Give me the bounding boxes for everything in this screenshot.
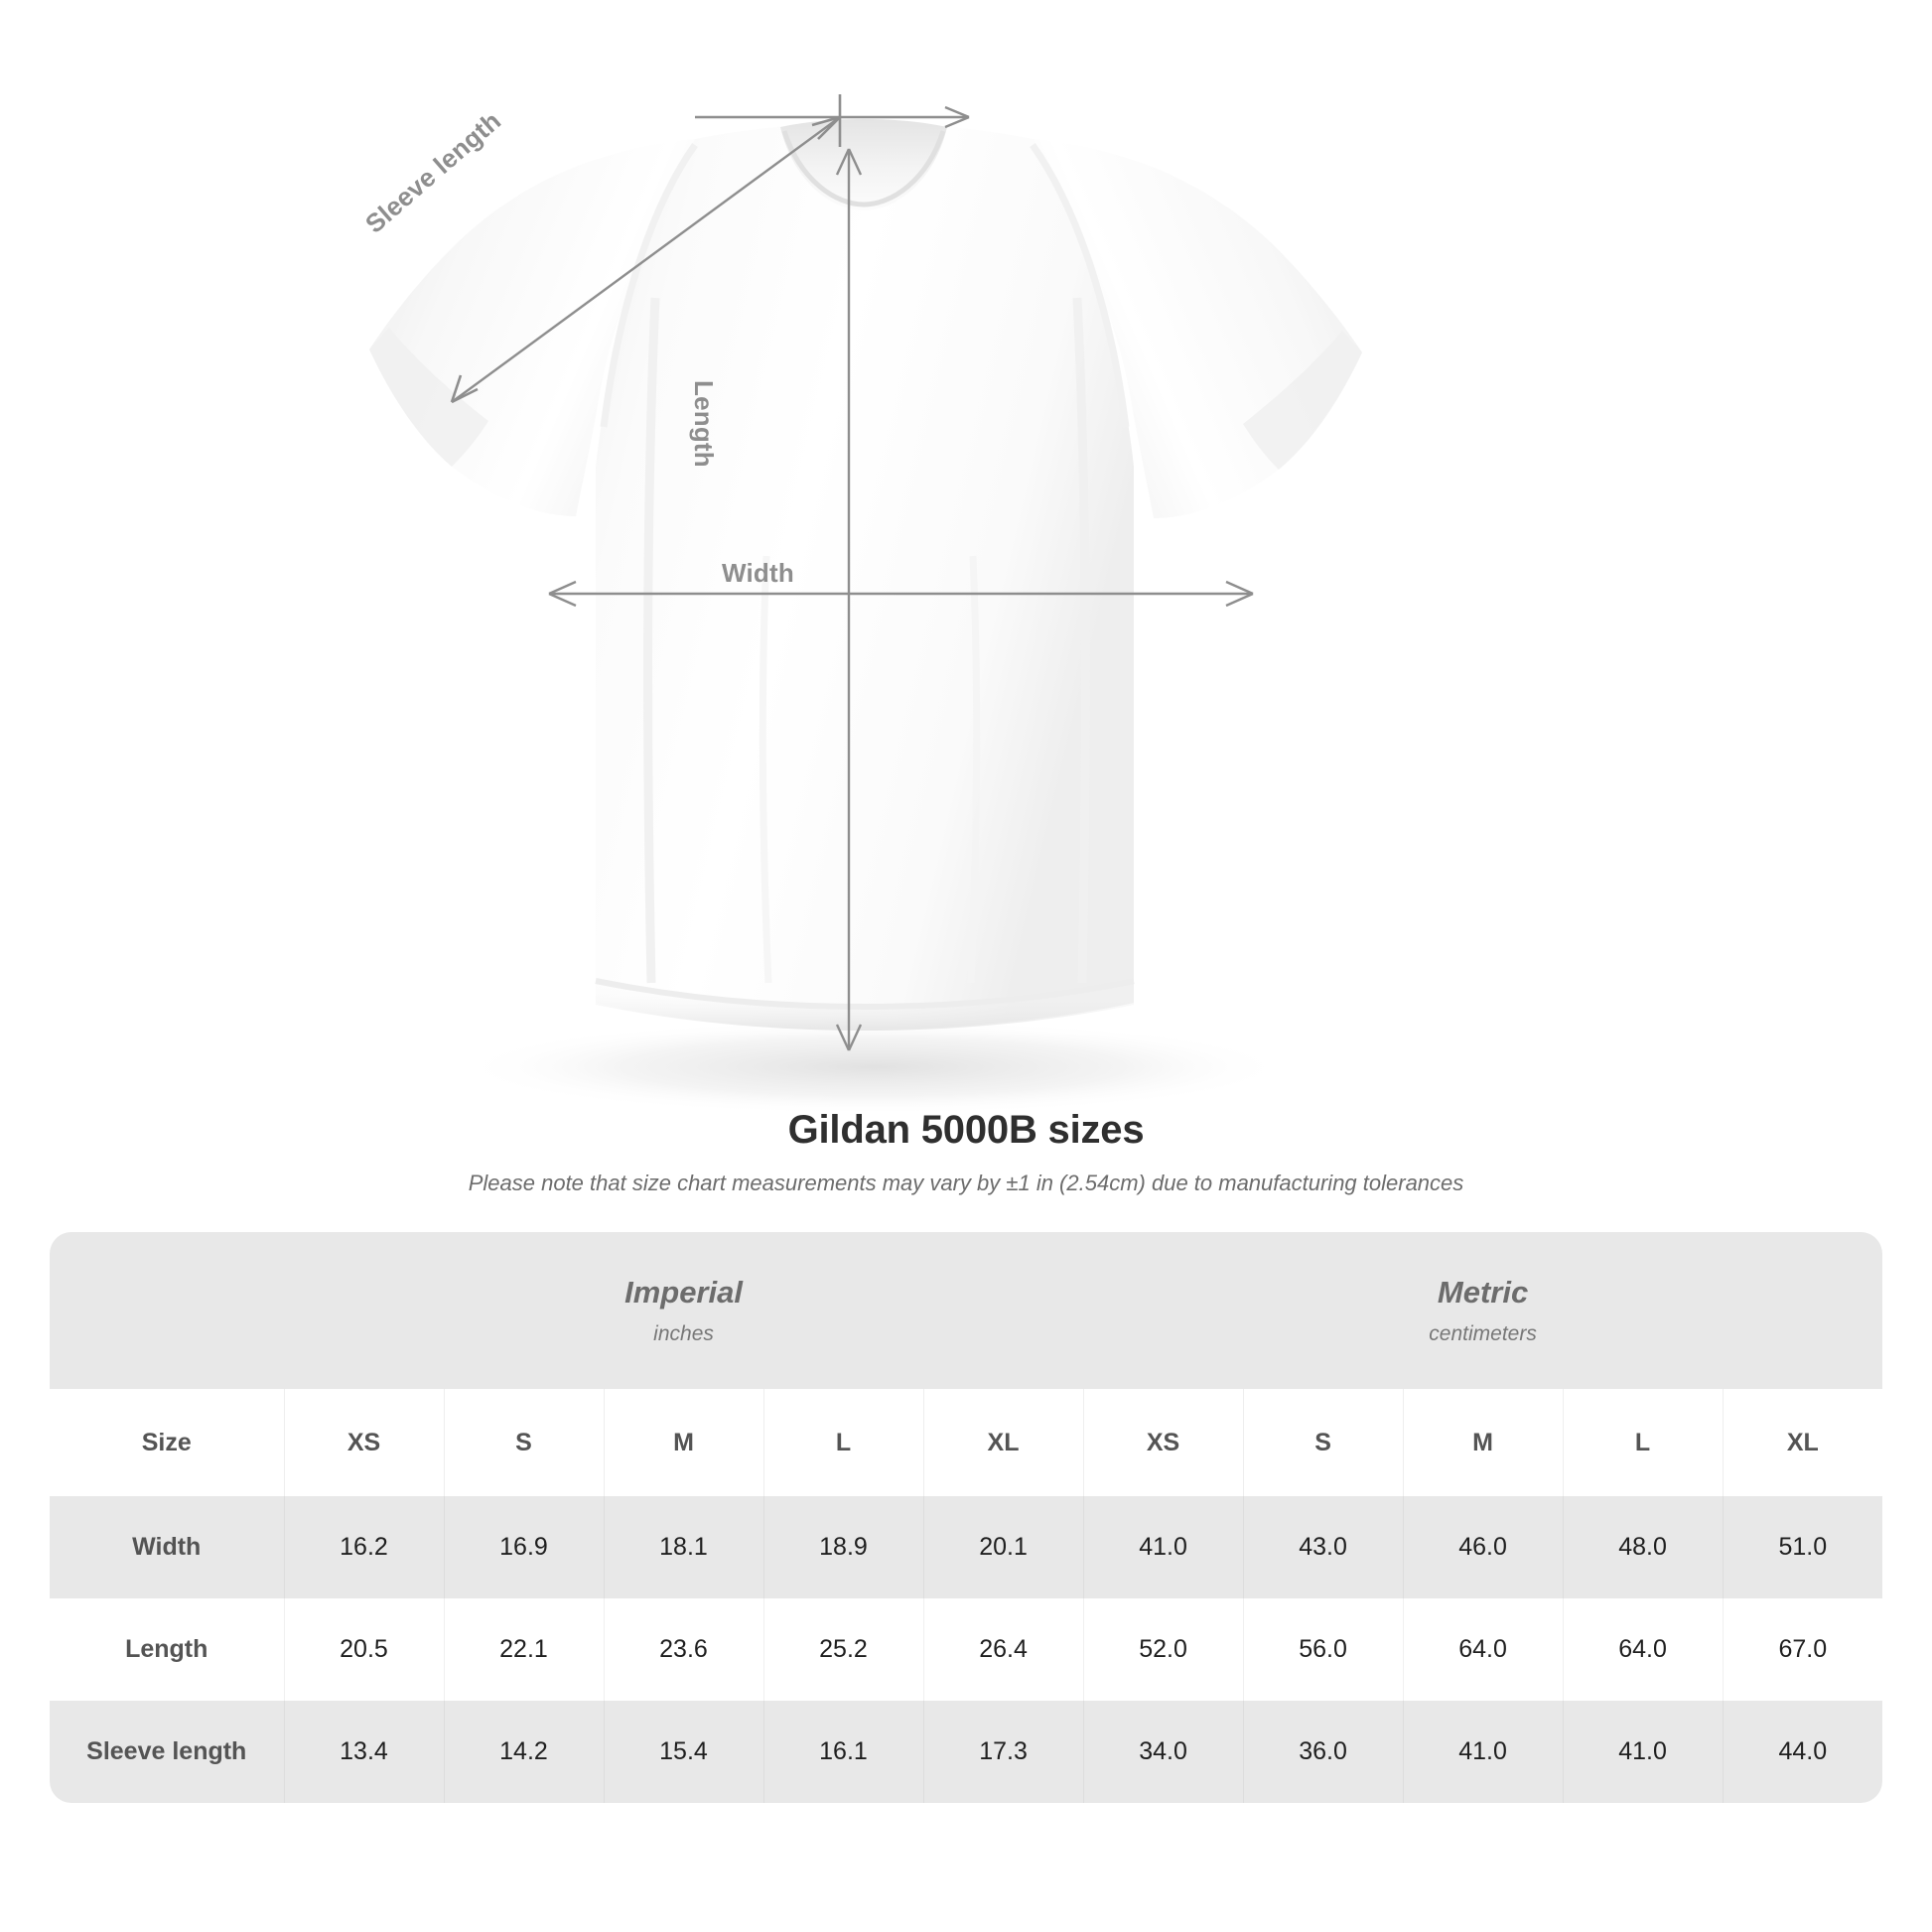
- measurement-arrows: [450, 94, 1254, 1051]
- col-header-imperial-m: M: [603, 1389, 763, 1496]
- cell-length-imperial-l: 25.2: [762, 1598, 923, 1701]
- cell-length-imperial-m: 23.6: [603, 1598, 763, 1701]
- row-label-length: Length: [50, 1598, 284, 1701]
- unit-system-row: Imperial inches Metric centimeters: [50, 1232, 1882, 1389]
- cell-sleeve-imperial-s: 14.2: [443, 1701, 604, 1803]
- cell-length-imperial-xl: 26.4: [922, 1598, 1084, 1701]
- col-header-metric-xs: XS: [1082, 1389, 1244, 1496]
- row-label-sleeve-length: Sleeve length: [50, 1701, 284, 1803]
- cell-sleeve-metric-xl: 44.0: [1722, 1701, 1882, 1803]
- unit-imperial-cell: Imperial inches: [284, 1232, 1084, 1389]
- unit-imperial-name: Imperial: [624, 1275, 743, 1311]
- cell-length-metric-m: 64.0: [1402, 1598, 1564, 1701]
- cell-width-metric-xs: 41.0: [1082, 1496, 1244, 1598]
- tshirt-illustration: [369, 119, 1362, 1115]
- tshirt-diagram: Sleeve length Length Width: [359, 94, 1362, 1115]
- cell-width-metric-l: 48.0: [1562, 1496, 1724, 1598]
- cell-length-metric-xl: 67.0: [1722, 1598, 1882, 1701]
- cell-length-metric-s: 56.0: [1242, 1598, 1404, 1701]
- title-block: Gildan 5000B sizes Please note that size…: [0, 1108, 1932, 1196]
- cell-width-metric-m: 46.0: [1402, 1496, 1564, 1598]
- width-label: Width: [722, 558, 794, 588]
- cell-sleeve-imperial-xl: 17.3: [922, 1701, 1084, 1803]
- cell-width-metric-xl: 51.0: [1722, 1496, 1882, 1598]
- page-title: Gildan 5000B sizes: [787, 1108, 1145, 1152]
- unit-imperial-sub: inches: [653, 1321, 714, 1345]
- size-table-wrapper: Imperial inches Metric centimeters Size …: [50, 1232, 1882, 1803]
- cell-width-imperial-m: 18.1: [603, 1496, 763, 1598]
- cell-width-imperial-s: 16.9: [443, 1496, 604, 1598]
- cell-length-metric-l: 64.0: [1562, 1598, 1724, 1701]
- size-header-row: Size XS S M L XL XS S M L XL: [50, 1389, 1882, 1496]
- length-label: Length: [689, 380, 719, 468]
- cell-width-imperial-xs: 16.2: [283, 1496, 444, 1598]
- unit-metric-sub: centimeters: [1429, 1321, 1537, 1345]
- cell-length-imperial-s: 22.1: [443, 1598, 604, 1701]
- cell-width-metric-s: 43.0: [1242, 1496, 1404, 1598]
- col-header-imperial-s: S: [443, 1389, 604, 1496]
- table-row: Length 20.5 22.1 23.6 25.2 26.4 52.0 56.…: [50, 1598, 1882, 1701]
- unit-metric-cell: Metric centimeters: [1083, 1232, 1882, 1389]
- cell-sleeve-imperial-l: 16.1: [762, 1701, 923, 1803]
- unit-spacer-cell: [50, 1232, 284, 1389]
- col-header-metric-xl: XL: [1722, 1389, 1882, 1496]
- row-label-width: Width: [50, 1496, 284, 1598]
- cell-sleeve-metric-m: 41.0: [1402, 1701, 1564, 1803]
- cell-sleeve-metric-xs: 34.0: [1082, 1701, 1244, 1803]
- cell-sleeve-imperial-m: 15.4: [603, 1701, 763, 1803]
- cell-width-imperial-xl: 20.1: [922, 1496, 1084, 1598]
- cell-sleeve-metric-l: 41.0: [1562, 1701, 1724, 1803]
- col-header-imperial-xs: XS: [283, 1389, 444, 1496]
- cell-sleeve-metric-s: 36.0: [1242, 1701, 1404, 1803]
- cell-length-imperial-xs: 20.5: [283, 1598, 444, 1701]
- cell-length-metric-xs: 52.0: [1082, 1598, 1244, 1701]
- table-row: Width 16.2 16.9 18.1 18.9 20.1 41.0 43.0…: [50, 1496, 1882, 1598]
- col-header-imperial-xl: XL: [922, 1389, 1084, 1496]
- col-header-metric-m: M: [1402, 1389, 1564, 1496]
- cell-width-imperial-l: 18.9: [762, 1496, 923, 1598]
- table-row: Sleeve length 13.4 14.2 15.4 16.1 17.3 3…: [50, 1701, 1882, 1803]
- col-header-metric-s: S: [1242, 1389, 1404, 1496]
- cell-sleeve-imperial-xs: 13.4: [283, 1701, 444, 1803]
- tolerance-note: Please note that size chart measurements…: [468, 1171, 1464, 1195]
- col-header-imperial-l: L: [762, 1389, 923, 1496]
- col-header-metric-l: L: [1562, 1389, 1724, 1496]
- size-table: Imperial inches Metric centimeters Size …: [50, 1232, 1882, 1803]
- corner-header-size: Size: [50, 1389, 284, 1496]
- unit-metric-name: Metric: [1437, 1275, 1529, 1311]
